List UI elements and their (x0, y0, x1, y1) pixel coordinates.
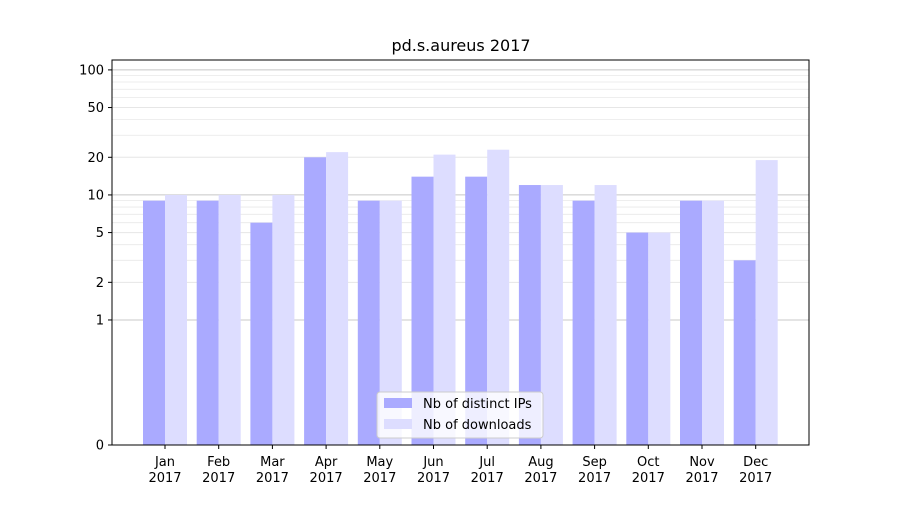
x-tick-label: 2017 (363, 471, 396, 486)
x-tick-label: Jun (422, 455, 443, 470)
bar (165, 194, 187, 445)
bar (487, 149, 510, 446)
bar (626, 232, 649, 445)
x-tick-label: Oct (637, 455, 659, 470)
x-tick-label: May (366, 455, 393, 470)
y-tick-label: 50 (87, 101, 104, 116)
x-tick-label: Apr (315, 455, 338, 470)
x-tick-label: 2017 (417, 471, 450, 486)
bar (465, 176, 488, 445)
x-tick-label: 2017 (471, 471, 504, 486)
y-tick-label: 1 (96, 313, 104, 328)
legend-swatch (384, 419, 412, 429)
bar (755, 160, 778, 445)
x-tick-label: 2017 (632, 471, 665, 486)
x-tick-label: 2017 (685, 471, 718, 486)
x-tick-label: Nov (689, 455, 715, 470)
x-tick-label: Jan (154, 455, 175, 470)
bar (648, 232, 671, 445)
x-tick-label: Aug (528, 455, 553, 470)
x-tick-label: 2017 (256, 471, 289, 486)
plot-area-frame (111, 59, 810, 446)
bars (143, 149, 778, 446)
y-tick-label: 5 (96, 226, 104, 241)
y-axis: 0 1 2 5 10 20 50 100 (79, 63, 112, 454)
bar (326, 152, 349, 445)
legend-swatch (384, 398, 412, 408)
y-tick-label: 10 (87, 188, 104, 203)
bar (733, 260, 756, 445)
bar (218, 194, 241, 445)
x-tick-label: 2017 (578, 471, 611, 486)
bar (250, 222, 273, 445)
bar (357, 200, 380, 445)
y-tick-label: 0 (96, 439, 104, 454)
x-tick-label: Dec (743, 455, 768, 470)
x-tick-label: 2017 (739, 471, 772, 486)
bar (518, 185, 541, 445)
bar (540, 185, 563, 445)
x-tick-label: 2017 (202, 471, 235, 486)
x-tick-label: 2017 (310, 471, 343, 486)
bar (680, 200, 702, 445)
x-tick-label: Jul (478, 455, 495, 470)
legend-box (376, 391, 544, 439)
bar (411, 176, 434, 445)
x-tick-label: Sep (582, 455, 607, 470)
chart-title: pd.s.aureus 2017 (391, 36, 530, 55)
bar (594, 185, 617, 445)
legend-label: Nb of downloads (423, 418, 532, 433)
x-axis: Jan2017Feb2017Mar2017Apr2017May2017Jun20… (148, 445, 772, 486)
x-tick-label: 2017 (524, 471, 557, 486)
y-tick-label: 100 (79, 63, 104, 78)
bar (272, 194, 295, 445)
bar (379, 200, 402, 445)
bar (196, 200, 219, 445)
bar (143, 200, 165, 445)
y-tick-label: 20 (87, 151, 104, 166)
legend-label: Nb of distinct IPs (423, 397, 532, 412)
x-tick-label: Mar (260, 455, 285, 470)
y-tick-label: 2 (96, 276, 104, 291)
bar (433, 154, 456, 446)
legend: Nb of distinct IPs Nb of downloads (376, 391, 544, 439)
x-tick-label: 2017 (148, 471, 181, 486)
bar (304, 157, 327, 445)
x-tick-label: Feb (207, 455, 230, 470)
bar (702, 200, 724, 445)
bar (572, 200, 595, 445)
